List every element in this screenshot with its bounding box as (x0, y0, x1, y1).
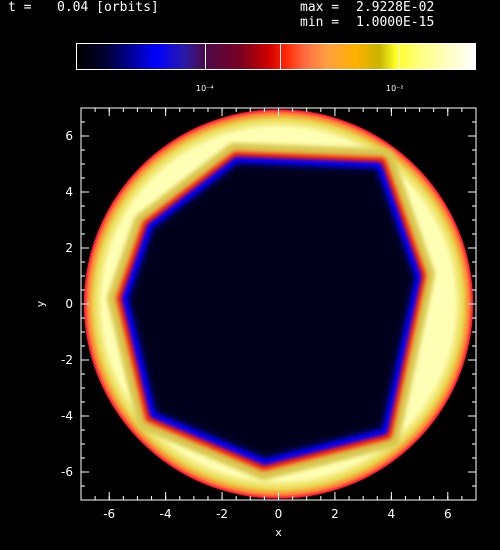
y-tick-label: -2 (61, 353, 73, 367)
x-tick-label: 6 (444, 507, 452, 521)
y-tick-label: 2 (65, 241, 73, 255)
x-tick-label: -4 (160, 507, 172, 521)
x-tick-label: 4 (388, 507, 396, 521)
y-axis-ticks: -6 -4 -2 0 2 4 6 (61, 107, 476, 501)
colorbar-label-2: 10⁻² (386, 84, 404, 93)
colorbar (76, 43, 476, 70)
x-axis-label: x (275, 526, 282, 539)
time-value: 0.04 [orbits] (57, 0, 159, 15)
x-tick-label: 0 (275, 507, 283, 521)
y-tick-label: 4 (65, 185, 73, 199)
x-axis-ticks: -6 -4 -2 0 2 4 6 (80, 108, 477, 521)
y-axis-label: y (34, 300, 47, 307)
colorbar-label-1: 10⁻⁴ (196, 84, 214, 93)
y-tick-label: 0 (65, 297, 73, 311)
y-tick-label: -4 (61, 409, 73, 423)
ring-interior (128, 163, 416, 459)
min-value: 1.0000E-15 (356, 15, 435, 30)
y-tick-label: 6 (65, 129, 73, 143)
min-label: min = (300, 15, 340, 30)
x-tick-label: -2 (216, 507, 228, 521)
max-value: 2.9228E-02 (356, 0, 435, 15)
time-label: t = (8, 0, 32, 15)
colorbar-tick (399, 44, 400, 69)
x-tick-label: -6 (103, 507, 115, 521)
colorbar-tick (205, 44, 206, 69)
x-tick-label: 2 (331, 507, 339, 521)
y-tick-label: -6 (61, 465, 73, 479)
max-label: max = (300, 0, 340, 15)
colorbar-tick (280, 44, 281, 69)
